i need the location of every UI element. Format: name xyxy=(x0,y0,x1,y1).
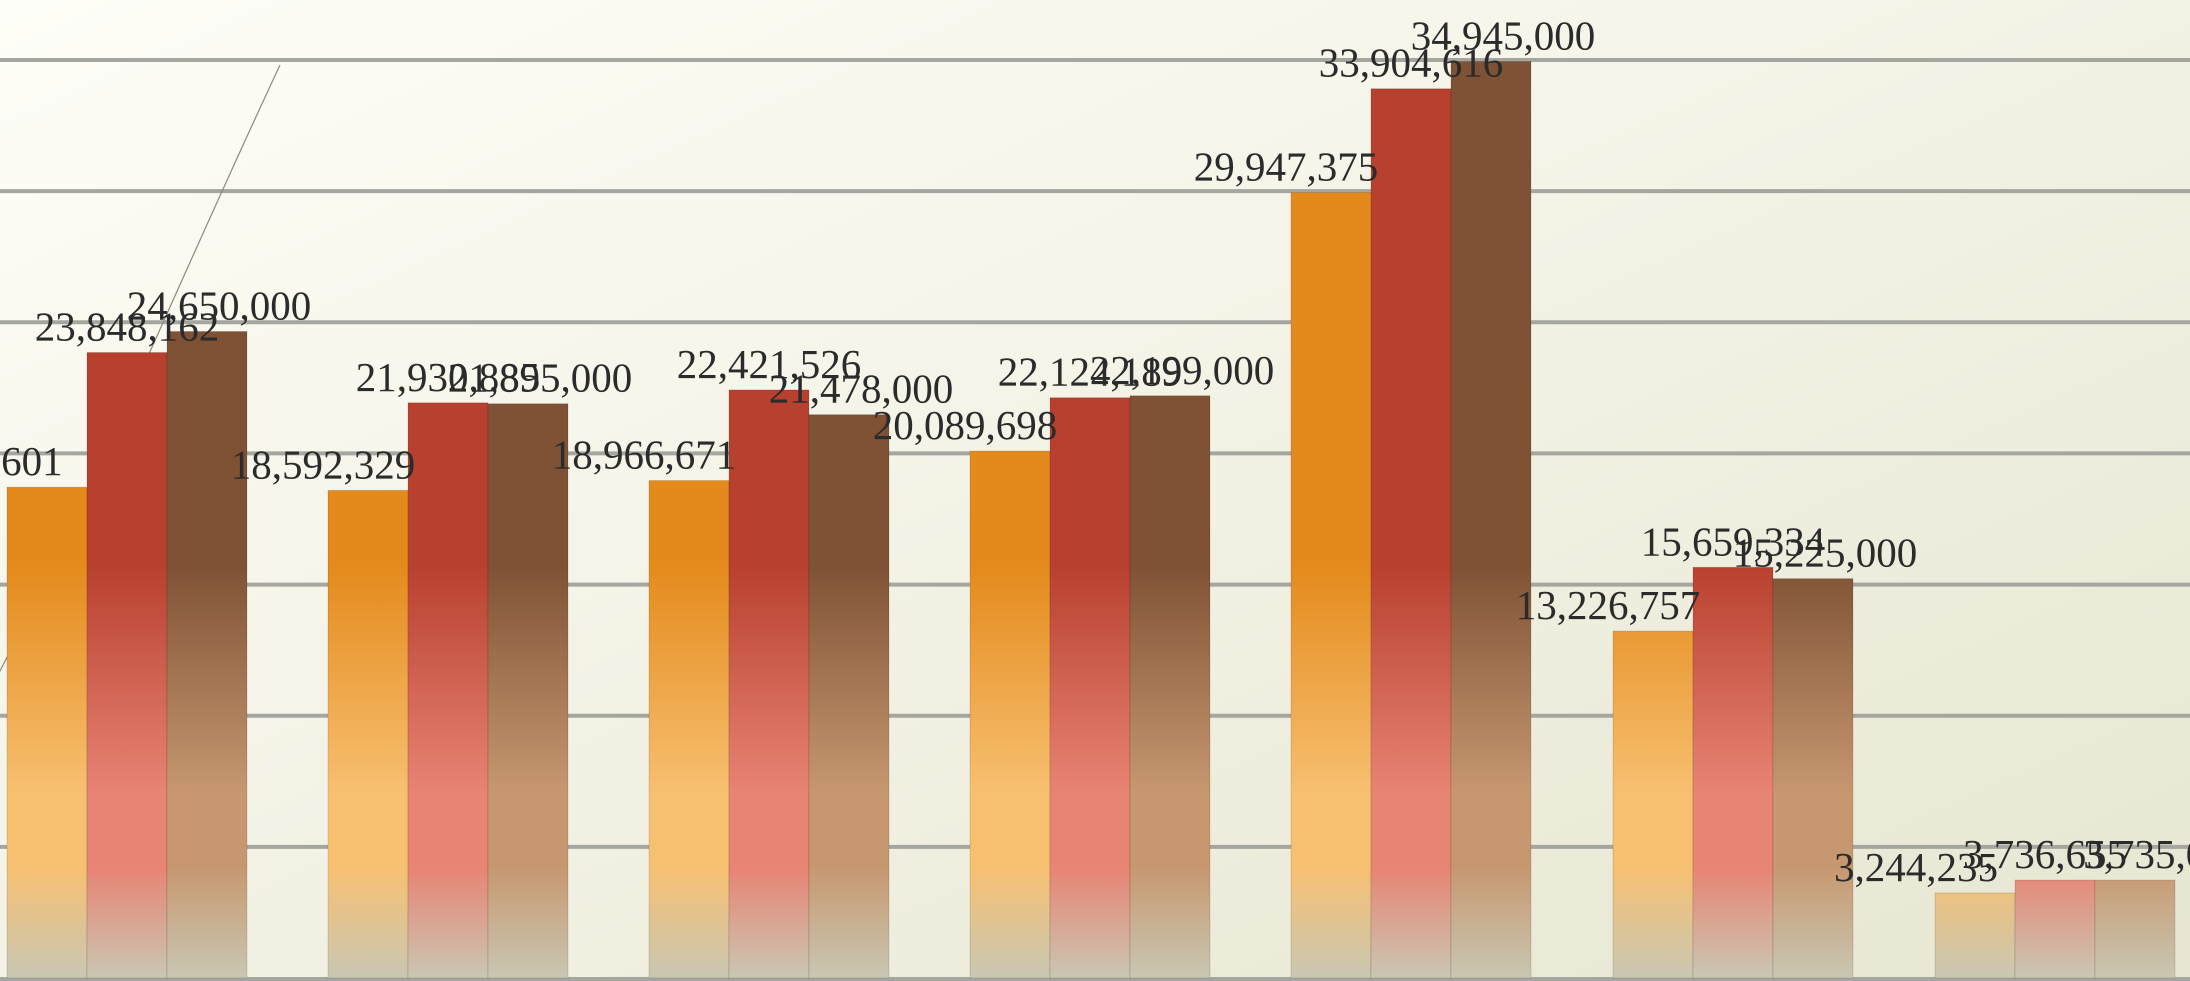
data-label-series3-cat6: 15,225,000 xyxy=(1733,530,1918,576)
bar-series1-cat4 xyxy=(969,450,1051,979)
data-label-series3-cat3: 21,478,000 xyxy=(769,366,954,412)
bar-series1-cat5 xyxy=(1290,192,1372,979)
bar-series3-cat4 xyxy=(1129,395,1211,979)
data-label-series2-cat3: 22,421,526 xyxy=(677,341,862,387)
data-label-series1-cat7: 3,244,235 xyxy=(1834,844,1998,890)
data-label-series1-cat3: 18,966,671 xyxy=(552,432,737,478)
bar-series3-cat7 xyxy=(2094,879,2176,979)
data-label-series1-cat6: 13,226,757 xyxy=(1516,582,1701,628)
data-label-series3-cat2: 21,895,000 xyxy=(448,355,633,401)
bar-series1-cat3 xyxy=(648,480,730,979)
data-label-series2-cat2: 21,930,885 xyxy=(356,354,541,400)
bar-series1-cat1 xyxy=(6,486,88,979)
data-label-series1-cat1: 713,601 xyxy=(0,438,63,484)
bar-series3-cat3 xyxy=(808,414,890,979)
bar-series3-cat1 xyxy=(166,330,248,979)
data-label-series2-cat7: 3,736,655 xyxy=(1963,831,2127,877)
data-labels: 713,601 18,592,329 18,966,671 20,089,698 29,… xyxy=(0,12,2190,889)
bar-series2-cat6 xyxy=(1692,566,1774,979)
bars xyxy=(6,60,2176,979)
data-label-series1-cat5: 29,947,375 xyxy=(1194,144,1379,190)
data-label-series2-cat6: 15,659,334 xyxy=(1641,518,1826,564)
bar-series2-cat4 xyxy=(1049,397,1131,979)
data-label-series2-cat4: 22,124,189 xyxy=(998,349,1183,395)
data-label-series1-cat2: 18,592,329 xyxy=(231,441,416,487)
bar-series1-cat6 xyxy=(1612,630,1694,979)
data-label-series3-cat7: 3,735,00 xyxy=(2083,831,2190,877)
data-label-series3-cat1: 24,650,000 xyxy=(127,282,312,328)
bar-series1-cat2 xyxy=(327,489,409,979)
data-label-series3-cat5: 34,945,000 xyxy=(1411,12,1596,58)
bar-series1-cat7 xyxy=(1934,892,2016,979)
bar-series2-cat5 xyxy=(1370,88,1452,979)
bar-series3-cat2 xyxy=(487,403,569,979)
data-label-series2-cat1: 23,848,162 xyxy=(35,303,220,349)
data-label-series2-cat5: 33,904,616 xyxy=(1319,40,1504,86)
data-label-series3-cat4: 22,199,000 xyxy=(1090,347,1275,393)
bar-series3-cat6 xyxy=(1772,578,1854,979)
bar-series2-cat2 xyxy=(407,402,489,979)
bar-series2-cat3 xyxy=(728,389,810,979)
bar-series2-cat7 xyxy=(2014,879,2096,979)
bar-series2-cat1 xyxy=(86,351,168,979)
bar-series3-cat5 xyxy=(1450,60,1532,979)
data-label-series1-cat4: 20,089,698 xyxy=(873,402,1058,448)
